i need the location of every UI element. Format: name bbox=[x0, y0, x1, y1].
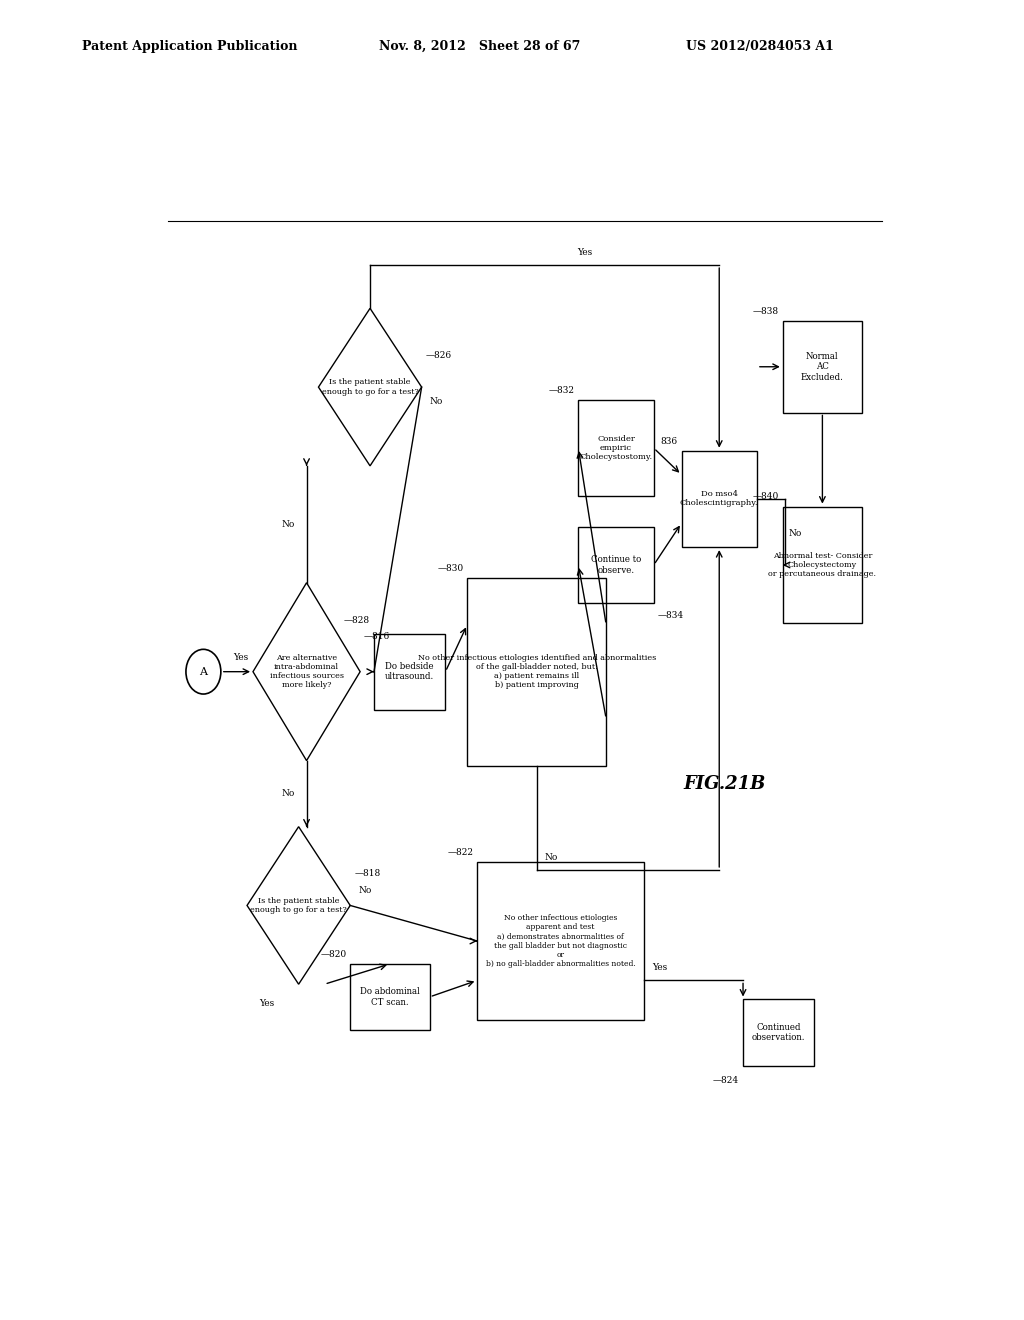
Text: No other infectious etiologies
apparent and test
a) demonstrates abnormalities o: No other infectious etiologies apparent … bbox=[485, 913, 635, 968]
Text: Do bedside
ultrasound.: Do bedside ultrasound. bbox=[385, 663, 434, 681]
Text: —832: —832 bbox=[549, 385, 574, 395]
Text: Patent Application Publication: Patent Application Publication bbox=[82, 40, 297, 53]
Text: A: A bbox=[200, 667, 208, 677]
Text: Do mso4
Cholescintigraphy.: Do mso4 Cholescintigraphy. bbox=[680, 490, 759, 507]
Text: —820: —820 bbox=[321, 950, 346, 958]
Text: —828: —828 bbox=[344, 616, 370, 626]
Text: No: No bbox=[358, 886, 372, 895]
Text: No: No bbox=[545, 853, 558, 862]
Text: Nov. 8, 2012   Sheet 28 of 67: Nov. 8, 2012 Sheet 28 of 67 bbox=[379, 40, 581, 53]
Text: Are alternative
intra-abdominal
infectious sources
more likely?: Are alternative intra-abdominal infectio… bbox=[269, 653, 344, 689]
Text: —822: —822 bbox=[447, 849, 473, 857]
Text: Is the patient stable
enough to go for a test?: Is the patient stable enough to go for a… bbox=[250, 896, 347, 913]
Text: —818: —818 bbox=[354, 870, 381, 878]
Text: Consider
empiric
Cholecystostomy.: Consider empiric Cholecystostomy. bbox=[580, 434, 652, 461]
Text: —838: —838 bbox=[753, 308, 778, 315]
Text: Is the patient stable
enough to go for a test?: Is the patient stable enough to go for a… bbox=[322, 379, 419, 396]
Text: No: No bbox=[788, 529, 802, 539]
Text: Yes: Yes bbox=[232, 652, 248, 661]
Text: No other infectious etiologies identified and abnormalities
of the gall-bladder : No other infectious etiologies identifie… bbox=[418, 653, 655, 689]
Text: Yes: Yes bbox=[577, 248, 592, 257]
Text: No: No bbox=[282, 520, 295, 529]
Text: —840: —840 bbox=[753, 492, 778, 502]
Text: Do abdominal
CT scan.: Do abdominal CT scan. bbox=[360, 987, 420, 1007]
Text: Continue to
observe.: Continue to observe. bbox=[591, 556, 641, 574]
Text: —824: —824 bbox=[713, 1076, 739, 1085]
Text: —834: —834 bbox=[657, 611, 684, 620]
Text: Yes: Yes bbox=[652, 964, 667, 973]
Text: No: No bbox=[430, 397, 443, 407]
Text: Yes: Yes bbox=[259, 999, 274, 1008]
Text: FIG.21B: FIG.21B bbox=[684, 775, 766, 792]
Text: Abnormal test- Consider
Cholecystectomy
or percutaneous drainage.: Abnormal test- Consider Cholecystectomy … bbox=[768, 552, 877, 578]
Text: —826: —826 bbox=[426, 351, 452, 360]
Text: US 2012/0284053 A1: US 2012/0284053 A1 bbox=[686, 40, 834, 53]
Text: No: No bbox=[282, 789, 295, 799]
Text: Continued
observation.: Continued observation. bbox=[752, 1023, 806, 1043]
Text: —816: —816 bbox=[365, 631, 390, 640]
Text: Normal
AC
Excluded.: Normal AC Excluded. bbox=[801, 352, 844, 381]
Text: —830: —830 bbox=[437, 564, 463, 573]
Text: 836: 836 bbox=[660, 437, 678, 446]
